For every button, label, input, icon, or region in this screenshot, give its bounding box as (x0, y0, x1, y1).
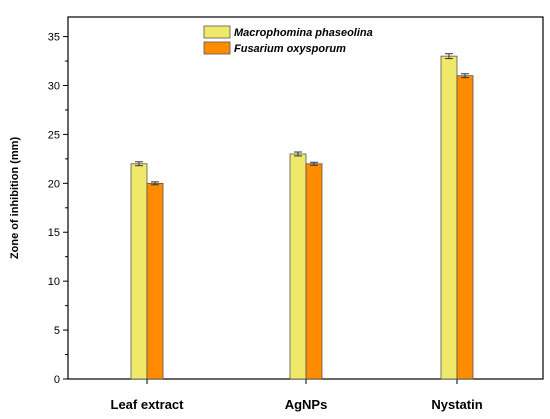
x-category-label: AgNPs (285, 397, 328, 412)
error-bars (135, 53, 469, 186)
bar (440, 55, 458, 380)
x-category-label: Nystatin (431, 397, 482, 412)
y-tick-label: 0 (54, 374, 60, 386)
legend-swatch (203, 25, 231, 39)
bar (289, 153, 307, 380)
y-tick-label: 35 (48, 32, 60, 44)
legend: Macrophomina phaseolina Fusarium oxysporu… (203, 25, 373, 55)
legend-label: Macrophomina phaseolina (234, 27, 373, 39)
legend-swatch (203, 41, 231, 55)
legend-label: Fusarium oxysporum (234, 43, 346, 55)
bars (130, 55, 474, 380)
y-tick-label: 30 (48, 80, 60, 92)
y-tick-label: 5 (54, 325, 60, 337)
y-axis-label: Zone of inhibition (mm) (9, 137, 21, 260)
bar (456, 75, 474, 380)
bar (305, 163, 323, 380)
y-tick-label: 25 (48, 129, 60, 141)
x-category-label: Leaf extract (111, 397, 185, 412)
y-tick-label: 20 (48, 178, 60, 190)
y-tick-label: 15 (48, 227, 60, 239)
tick-labels: 0 5 10 15 20 25 30 35 Leaf extract AgNPs Nystatin (48, 32, 483, 412)
bar (130, 163, 148, 380)
bar (146, 182, 164, 380)
y-tick-label: 10 (48, 276, 60, 288)
